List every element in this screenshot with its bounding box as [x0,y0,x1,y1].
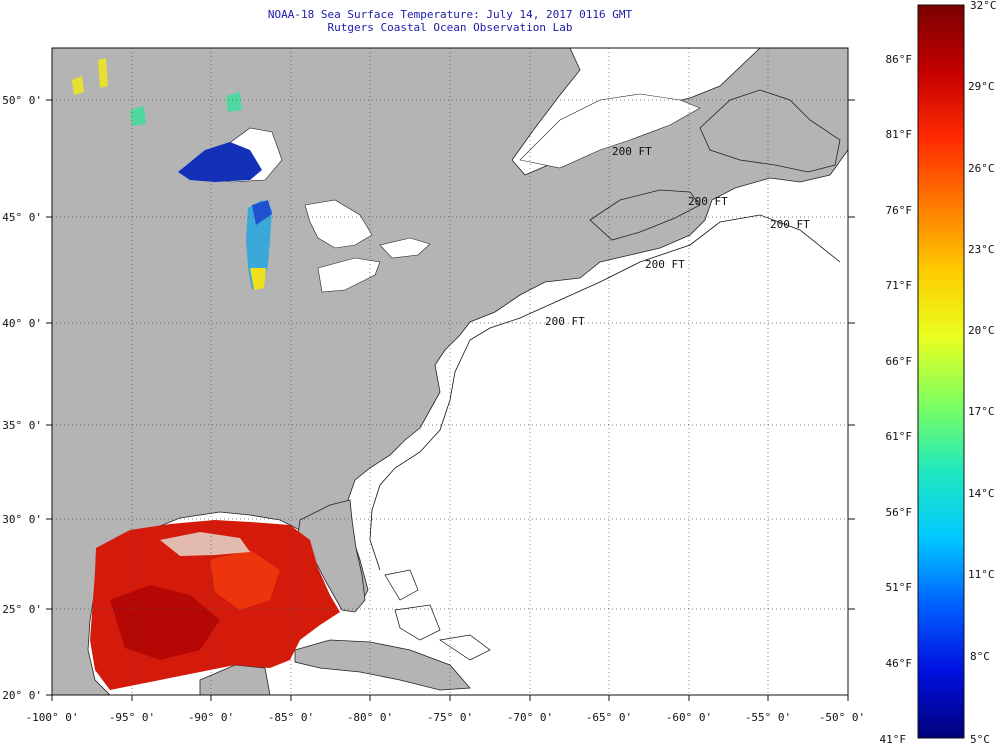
fahrenheit-label: 56°F [886,506,913,519]
lon-label: -55° 0' [745,711,791,724]
lat-label: 25° 0' [2,603,42,616]
lat-label: 20° 0' [2,689,42,702]
lon-label: -90° 0' [188,711,234,724]
celsius-label: 5°C [970,733,990,746]
colorbar-fahrenheit-labels: 86°F 81°F 76°F 71°F 66°F 61°F 56°F 51°F … [880,53,913,746]
contour-label-2: 200 FT [688,195,728,208]
sst-lake-superior [178,142,262,182]
lat-label: 50° 0' [2,94,42,107]
temperature-colorbar: 32°C 29°C 26°C 23°C 20°C 17°C 14°C 11°C … [880,0,997,746]
land-newfoundland [699,89,841,173]
celsius-label: 20°C [968,324,995,337]
lon-label: -65° 0' [586,711,632,724]
st-lawrence-estuary [519,93,701,169]
map-subtitle: Rutgers Coastal Ocean Observation Lab [327,21,573,34]
lake-huron [304,199,373,249]
celsius-label: 32°C [970,0,997,12]
map-title-block: NOAA-18 Sea Surface Temperature: July 14… [200,8,700,34]
fahrenheit-label: 51°F [886,581,913,594]
lat-label: 30° 0' [2,513,42,526]
bathymetry-contour [369,214,841,571]
map-title: NOAA-18 Sea Surface Temperature: July 14… [267,8,633,21]
lon-label: -50° 0' [819,711,865,724]
sst-small-lakes-yellow [72,58,108,95]
fahrenheit-label: 81°F [886,128,913,141]
fahrenheit-label: 46°F [886,657,913,670]
lon-label: -100° 0' [26,711,79,724]
celsius-label: 26°C [968,162,995,175]
fahrenheit-label: 66°F [886,355,913,368]
lon-label: -80° 0' [347,711,393,724]
sst-gulf-coastal-cool [160,532,250,556]
axis-ticks [46,99,855,701]
map-content [52,48,848,695]
map-panel: 200 FT 200 FT 200 FT 200 FT 200 FT -100°… [2,47,866,724]
sst-lake-michigan-south [250,268,266,290]
lat-label: 35° 0' [2,419,42,432]
fahrenheit-label: 41°F [880,733,907,746]
land-nova-scotia [589,189,701,241]
fahrenheit-label: 76°F [886,204,913,217]
contour-label-5: 200 FT [545,315,585,328]
fahrenheit-label: 86°F [886,53,913,66]
contour-label-3: 200 FT [770,218,810,231]
sst-small-lakes-green [130,92,242,126]
celsius-label: 29°C [968,80,995,93]
celsius-label: 23°C [968,243,995,256]
celsius-label: 14°C [968,487,995,500]
lon-label: -85° 0' [268,711,314,724]
lon-label: -95° 0' [109,711,155,724]
land-yucatan [199,664,271,695]
sst-lake-michigan [246,200,272,290]
fahrenheit-label: 61°F [886,430,913,443]
celsius-label: 8°C [970,650,990,663]
lake-erie-ontario [317,257,381,293]
land-cuba [294,639,471,691]
longitude-labels: -100° 0' -95° 0' -90° 0' -85° 0' -80° 0'… [26,711,866,724]
latitude-labels: 20° 0' 25° 0' 30° 0' 35° 0' 40° 0' 45° 0… [2,94,42,702]
sst-gulf-texture-a [110,585,220,660]
lon-label: -60° 0' [666,711,712,724]
colorbar-celsius-labels: 32°C 29°C 26°C 23°C 20°C 17°C 14°C 11°C … [968,0,997,746]
lon-label: -75° 0' [427,711,473,724]
contour-label-4: 200 FT [645,258,685,271]
bahamas-shoals [384,569,491,661]
lat-label: 40° 0' [2,317,42,330]
lake-ontario [379,237,431,259]
celsius-label: 17°C [968,405,995,418]
sst-gulf-texture-b [210,550,280,610]
colorbar-swatch [917,4,965,739]
lat-label: 45° 0' [2,211,42,224]
fahrenheit-label: 71°F [886,279,913,292]
celsius-label: 11°C [968,568,995,581]
sst-lake-michigan-north [252,200,272,225]
lon-label: -70° 0' [507,711,553,724]
contour-label-1: 200 FT [612,145,652,158]
